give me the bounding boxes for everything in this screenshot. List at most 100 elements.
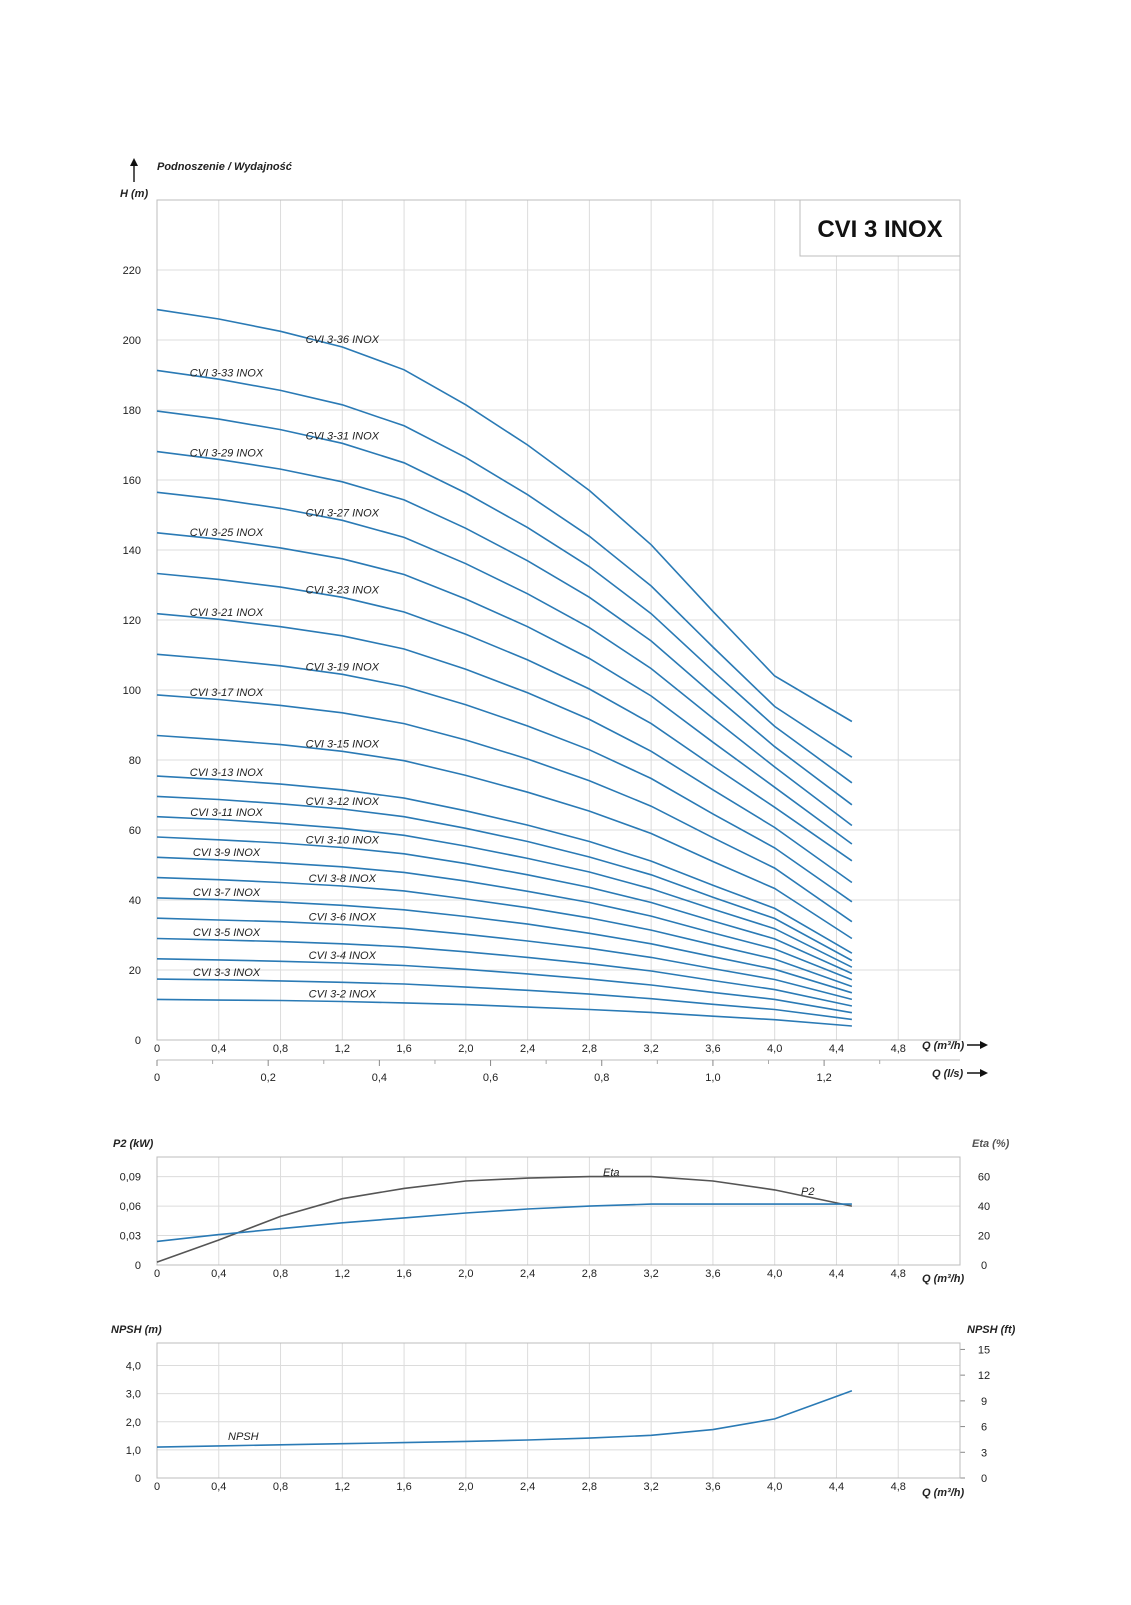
head-curve-line	[156, 450, 853, 806]
head-curve-label: CVI 3-33 INOX	[190, 368, 264, 380]
npsh-x-ticks: 0 0,4 0,8 1,2 1,6 2,0 2,4 2,8 3,2 3,6 4,0 4,4 4,8	[154, 1481, 906, 1493]
head-curve-labels: CVI 3-36 INOX CVI 3-33 INOX CVI 3-31 INOX C…	[190, 334, 380, 1001]
head-curve-line	[156, 775, 853, 954]
npsh-y2-tick-label: 15	[978, 1344, 990, 1356]
npsh-grid	[156, 1343, 965, 1479]
head-curve-line	[156, 694, 853, 923]
head-curve-label: CVI 3-27 INOX	[306, 507, 380, 519]
head-curve-label: CVI 3-9 INOX	[193, 847, 261, 859]
power-x-tick-label: 3,2	[644, 1268, 659, 1280]
power-plot-frame	[156, 1156, 961, 1266]
head-x-ticks: 0 0,4 0,8 1,2 1,6 2,0 2,4 2,8 3,2 3,6 4,0 4,4 4,8	[154, 1043, 906, 1055]
power-x-tick-label: 0,4	[211, 1268, 226, 1280]
head-curve-label: CVI 3-4 INOX	[309, 950, 377, 962]
head-chart-header: Podnoszenie / Wydajność	[157, 161, 293, 173]
npsh-x-tick-label: 3,2	[644, 1481, 659, 1493]
head-x-tick-label: 3,2	[644, 1043, 659, 1055]
power-x-tick-label: 2,0	[458, 1268, 473, 1280]
power-x-tick-label: 0,8	[273, 1268, 288, 1280]
head-curve-label: CVI 3-25 INOX	[190, 527, 264, 539]
p2-curve-line	[156, 1203, 852, 1243]
head-x-arrow-icon	[967, 1041, 988, 1049]
head-y-tick-label: 20	[129, 965, 141, 977]
head-x-tick-label: 1,2	[335, 1043, 350, 1055]
npsh-curve-label: NPSH	[228, 1431, 259, 1443]
head-y-tick-label: 180	[123, 405, 141, 417]
head-x-tick-label: 4,4	[829, 1043, 844, 1055]
power-y2-tick-label: 0	[981, 1260, 987, 1272]
npsh-x-tick-label: 3,6	[705, 1481, 720, 1493]
npsh-x-axis-label: Q (m³/h)	[922, 1487, 964, 1499]
head-curve-label: CVI 3-2 INOX	[309, 989, 377, 1001]
ls-axis-ticks: 0 0,2 0,4 0,6 0,8 1,0 1,2	[154, 1060, 881, 1084]
eta-axis-label: Eta (%)	[972, 1138, 1010, 1150]
npsh-x-tick-label: 1,6	[396, 1481, 411, 1493]
power-y-tick-label: 0,06	[120, 1201, 141, 1213]
head-x-tick-label: 1,6	[396, 1043, 411, 1055]
head-curve-label: CVI 3-5 INOX	[193, 927, 261, 939]
power-y2-ticks: 0 20 40 60	[978, 1172, 990, 1272]
power-x-tick-label: 1,2	[335, 1268, 350, 1280]
ls-x-arrow-icon	[967, 1069, 988, 1077]
head-curve-line	[156, 734, 853, 940]
head-y-tick-label: 140	[123, 545, 141, 557]
power-x-tick-label: 2,8	[582, 1268, 597, 1280]
head-y-tick-label: 0	[135, 1035, 141, 1047]
npsh-y-tick-label: 4,0	[126, 1361, 141, 1373]
npsh-x-tick-label: 4,8	[891, 1481, 906, 1493]
head-y-tick-label: 40	[129, 895, 141, 907]
npsh-y-tick-label: 2,0	[126, 1417, 141, 1429]
head-curve-label: CVI 3-8 INOX	[309, 873, 377, 885]
power-x-tick-label: 0	[154, 1268, 160, 1280]
power-y-tick-label: 0,03	[120, 1231, 141, 1243]
npsh-x-tick-label: 4,0	[767, 1481, 782, 1493]
head-x-tick-label: 2,0	[458, 1043, 473, 1055]
power-curves	[156, 1175, 853, 1263]
head-curve-label: CVI 3-19 INOX	[306, 661, 380, 673]
head-curve-label: CVI 3-31 INOX	[306, 430, 380, 442]
head-y-arrow-icon	[130, 158, 138, 182]
npsh-y2-tick-label: 6	[981, 1422, 987, 1434]
npsh-y-ticks: 0 1,0 2,0 3,0 4,0	[126, 1361, 141, 1486]
head-curve-label: CVI 3-23 INOX	[306, 584, 380, 596]
head-y-ticks: 0 20 40 60 80 100 120 140 160 180 200 220	[123, 265, 141, 1047]
head-curve-line	[156, 572, 853, 862]
head-curve-line	[156, 836, 853, 975]
head-y-axis-label: H (m)	[120, 188, 148, 200]
head-y-tick-label: 60	[129, 825, 141, 837]
head-curve-line	[156, 653, 853, 903]
head-curve-line	[156, 958, 853, 1014]
head-x-tick-label: 0	[154, 1043, 160, 1055]
npsh-x-tick-label: 1,2	[335, 1481, 350, 1493]
npsh-x-tick-label: 2,8	[582, 1481, 597, 1493]
head-curve-line	[156, 795, 853, 962]
head-x-tick-label: 4,0	[767, 1043, 782, 1055]
head-y-tick-label: 100	[123, 685, 141, 697]
head-x-axis-label: Q (m³/h)	[922, 1040, 964, 1052]
power-y2-tick-label: 20	[978, 1231, 990, 1243]
power-y-tick-label: 0	[135, 1260, 141, 1272]
head-curve-label: CVI 3-10 INOX	[306, 835, 380, 847]
head-curve-line	[156, 876, 853, 988]
model-title: CVI 3 INOX	[817, 216, 942, 243]
power-x-ticks: 0 0,4 0,8 1,2 1,6 2,0 2,4 2,8 3,2 3,6 4,0 4,4 4,8	[154, 1268, 906, 1280]
head-plot-frame	[156, 199, 961, 1041]
head-curve-line	[156, 612, 853, 884]
power-x-tick-label: 4,8	[891, 1268, 906, 1280]
head-curve-line	[156, 532, 853, 845]
head-curve-line	[156, 369, 853, 758]
head-x-tick-label: 3,6	[705, 1043, 720, 1055]
npsh-m-axis-label: NPSH (m)	[111, 1324, 162, 1336]
head-curves	[156, 308, 853, 1027]
npsh-ft-axis-label: NPSH (ft)	[967, 1324, 1016, 1336]
npsh-y-tick-label: 0	[135, 1473, 141, 1485]
head-x-tick-label: 0,4	[211, 1043, 226, 1055]
npsh-curves	[156, 1390, 853, 1448]
head-curve-line	[156, 978, 853, 1021]
npsh-x-tick-label: 4,4	[829, 1481, 844, 1493]
head-curve-line	[156, 856, 853, 981]
head-y-tick-label: 160	[123, 475, 141, 487]
head-curve-label: CVI 3-36 INOX	[306, 334, 380, 346]
npsh-x-tick-label: 0,4	[211, 1481, 226, 1493]
